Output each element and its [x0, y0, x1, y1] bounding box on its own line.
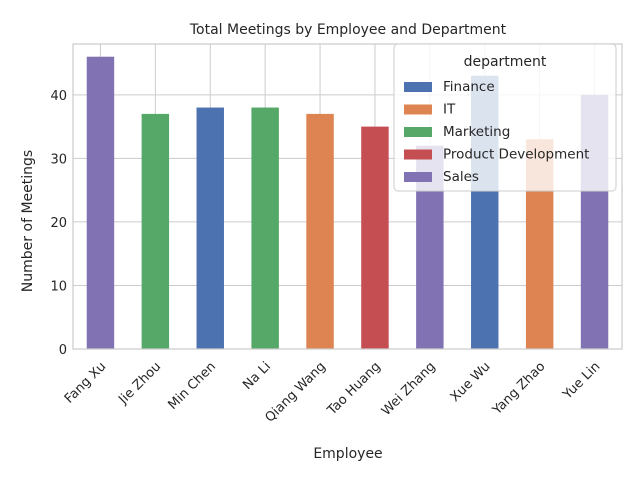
legend-swatch-marketing [404, 127, 432, 137]
bar-fang-xu-sales [86, 56, 115, 349]
legend-swatch-finance [404, 82, 432, 92]
legend-title: department [464, 54, 547, 70]
x-axis-label: Employee [313, 446, 382, 462]
legend-label-it: IT [443, 102, 456, 118]
y-tick-label: 20 [50, 216, 67, 231]
bar-min-chen-finance [196, 107, 224, 350]
y-axis-label: Number of Meetings [20, 150, 36, 292]
bar-na-li-marketing [251, 107, 279, 350]
y-tick-label: 10 [50, 279, 67, 294]
y-tick-label: 40 [50, 89, 67, 104]
y-tick-label: 0 [59, 343, 67, 358]
bar-tao-huang-product-development [361, 126, 389, 350]
legend-label-product-development: Product Development [443, 147, 589, 163]
plot-frame [72, 43, 623, 350]
legend-swatch-it [404, 104, 432, 115]
legend-label-marketing: Marketing [443, 124, 510, 140]
y-tick-label: 30 [50, 152, 67, 167]
legend-entries: Finance IT Marketing Product Development Sal… [404, 79, 589, 185]
legend: department Finance IT Marketing Product Dev… [393, 43, 617, 192]
legend-label-finance: Finance [443, 79, 495, 95]
plot-area-border [72, 43, 623, 350]
legend-swatch-sales [404, 172, 432, 182]
bars [86, 56, 609, 350]
bar-jie-zhou-marketing [141, 113, 170, 349]
legend-swatch-product-development [404, 149, 432, 160]
chart-title: Total Meetings by Employee and Departmen… [189, 22, 507, 38]
legend-box [393, 43, 617, 192]
legend-label-sales: Sales [443, 169, 479, 185]
bar-qiang-wang-it [306, 113, 334, 349]
